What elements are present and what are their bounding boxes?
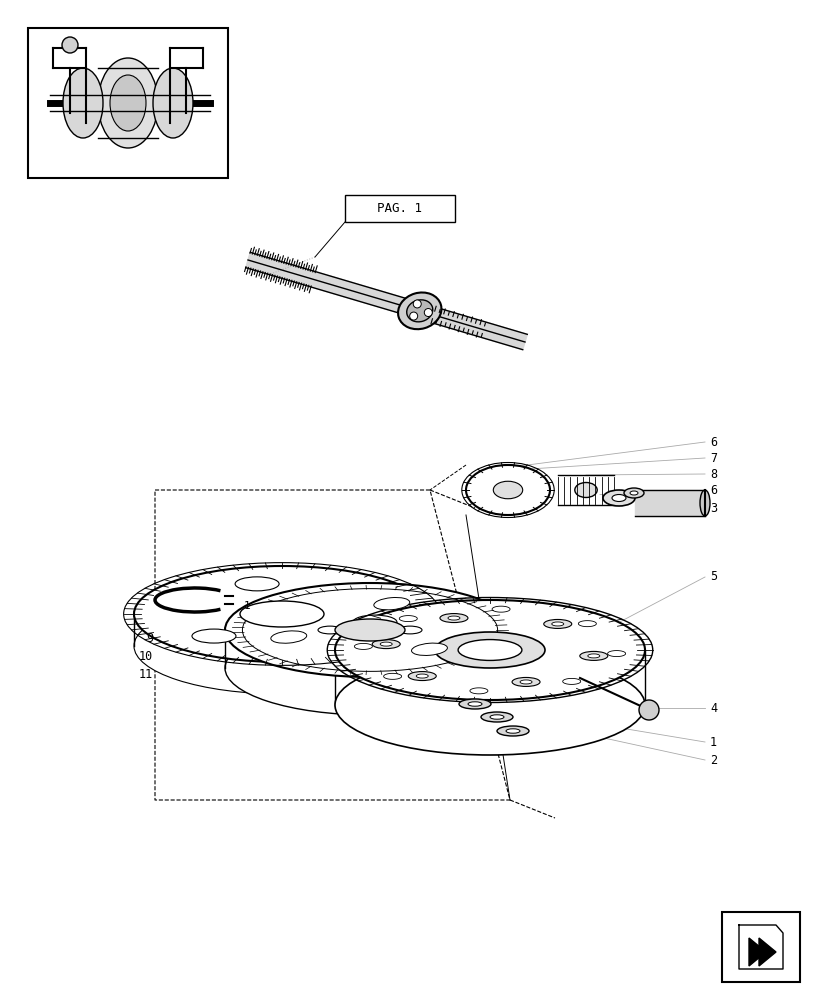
Ellipse shape [235,577,279,591]
Circle shape [638,700,658,720]
Circle shape [62,37,78,53]
Text: 7: 7 [709,452,716,464]
Ellipse shape [611,494,625,502]
Text: 2: 2 [709,754,716,766]
Polygon shape [758,938,775,966]
Text: 3: 3 [709,502,716,514]
Ellipse shape [318,626,342,634]
Text: 6: 6 [709,436,716,448]
Ellipse shape [153,68,193,138]
Polygon shape [739,925,782,969]
Ellipse shape [602,490,634,506]
Polygon shape [225,630,514,668]
Ellipse shape [63,68,103,138]
Ellipse shape [406,300,433,322]
Ellipse shape [372,640,399,649]
Ellipse shape [335,600,644,700]
Text: 6: 6 [709,485,716,497]
Text: 4: 4 [709,702,716,714]
Ellipse shape [543,619,571,628]
Ellipse shape [398,292,441,329]
Ellipse shape [192,629,236,643]
Circle shape [423,309,432,317]
Ellipse shape [466,465,549,515]
Ellipse shape [408,672,436,681]
Ellipse shape [134,566,429,662]
Ellipse shape [240,601,323,627]
Ellipse shape [587,654,599,658]
Ellipse shape [134,598,429,694]
Text: 5: 5 [709,570,716,584]
Ellipse shape [434,632,544,668]
Text: 11: 11 [139,668,153,680]
Circle shape [409,312,417,320]
Ellipse shape [699,490,709,516]
Ellipse shape [519,680,532,684]
Polygon shape [634,490,704,516]
Text: 9: 9 [146,632,153,645]
Circle shape [413,300,421,308]
Ellipse shape [335,619,404,641]
Ellipse shape [551,622,563,626]
Ellipse shape [110,75,146,131]
Ellipse shape [457,640,521,660]
Ellipse shape [225,621,514,715]
Text: 1: 1 [709,736,716,748]
Ellipse shape [579,651,607,660]
Ellipse shape [480,712,513,722]
Bar [721,912,799,982]
Text: 1: 1 [243,601,250,611]
Bar [28,28,227,178]
Ellipse shape [505,729,519,733]
Text: PAG. 1: PAG. 1 [377,202,422,215]
Ellipse shape [398,626,422,634]
Ellipse shape [493,481,522,499]
Text: 10: 10 [139,650,153,662]
Ellipse shape [490,715,504,719]
Text: 8: 8 [709,468,716,481]
Ellipse shape [352,615,396,629]
Ellipse shape [511,677,539,686]
Ellipse shape [360,634,380,640]
Ellipse shape [439,614,467,623]
Ellipse shape [624,488,643,498]
Ellipse shape [225,583,514,677]
Bar [345,195,455,222]
Ellipse shape [629,491,638,495]
Polygon shape [246,252,527,350]
Ellipse shape [411,643,447,655]
Ellipse shape [360,620,380,626]
Ellipse shape [574,483,596,497]
Ellipse shape [416,674,428,678]
Ellipse shape [467,702,481,706]
Ellipse shape [373,597,409,610]
Ellipse shape [380,642,392,646]
Ellipse shape [458,699,490,709]
Polygon shape [748,938,765,966]
Ellipse shape [447,616,459,620]
Ellipse shape [270,631,306,643]
Ellipse shape [335,655,644,755]
Ellipse shape [98,58,158,148]
Ellipse shape [496,726,528,736]
